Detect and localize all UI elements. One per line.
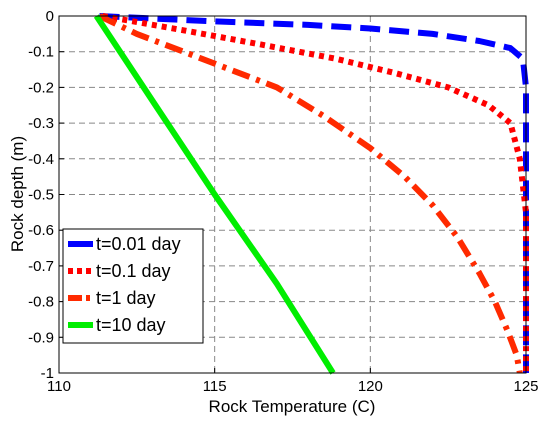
y-axis-ticks: 0 -0.1 -0.2 -0.3 -0.4 -0.5 -0.6 -0.7 -0.8 -0.9 -1 (28, 8, 64, 382)
series-lines (93, 13, 529, 375)
legend-label-1: t=0.01 day (96, 234, 181, 254)
x-axis-label: Rock Temperature (C) (209, 397, 376, 416)
y-axis-label: Rock depth (m) (8, 136, 27, 252)
y-tick-label: -0.4 (28, 151, 54, 168)
x-tick-label: 125 (513, 378, 538, 395)
x-axis-ticks: 110 115 120 125 (47, 368, 539, 395)
y-tick-label: -1 (41, 365, 54, 382)
legend: t=0.01 day t=0.1 day t=1 day t=10 day (62, 228, 204, 344)
y-tick-label: -0.9 (28, 329, 54, 346)
series-line-2 (102, 13, 529, 373)
y-tick-label: 0 (46, 8, 54, 25)
series-line-3 (98, 13, 523, 374)
x-tick-label: 115 (203, 378, 227, 395)
y-tick-label: -0.8 (28, 294, 54, 311)
y-tick-label: -0.2 (28, 79, 54, 96)
legend-label-4: t=10 day (96, 315, 166, 335)
y-tick-label: -0.1 (28, 44, 54, 61)
series-line-1 (99, 13, 529, 373)
y-tick-label: -0.3 (28, 115, 54, 132)
y-tick-label: -0.7 (28, 258, 54, 275)
legend-label-2: t=0.1 day (96, 261, 171, 281)
x-tick-label: 120 (358, 378, 383, 395)
legend-label-3: t=1 day (96, 288, 156, 308)
y-tick-label: -0.6 (28, 222, 54, 239)
x-tick-label: 110 (47, 378, 71, 395)
series-line-4 (93, 14, 336, 375)
y-tick-label: -0.5 (28, 187, 54, 204)
